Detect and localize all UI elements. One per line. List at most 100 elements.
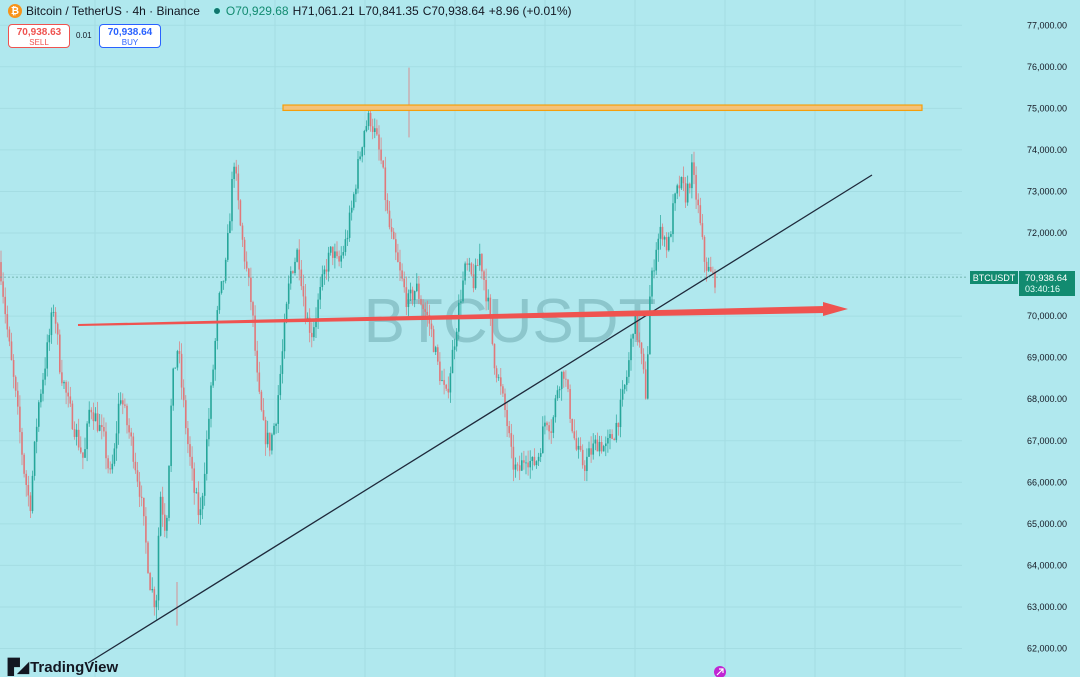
- candle-body: [579, 445, 582, 450]
- candle-body: [418, 283, 420, 299]
- y-tick-label: 65,000.00: [1027, 519, 1067, 529]
- candle-body: [468, 263, 471, 265]
- price-axis[interactable]: 62,000.00 63,000.00 64,000.00 65,000.00 66,0…: [1027, 20, 1067, 653]
- candle-body: [193, 468, 195, 493]
- symbol-title[interactable]: Bitcoin / TetherUS · 4h · Binance: [26, 4, 200, 18]
- close-value: C70,938.64: [422, 4, 485, 18]
- candle-body: [409, 289, 412, 294]
- candle-body: [632, 333, 634, 339]
- candle-body: [554, 398, 557, 418]
- candle-body: [544, 422, 546, 427]
- candle-body: [365, 126, 368, 131]
- candle-body: [84, 449, 86, 458]
- y-tick-label: 75,000.00: [1027, 103, 1067, 113]
- candle-body: [476, 265, 479, 267]
- candle-body: [531, 456, 534, 461]
- candle-body: [657, 238, 660, 250]
- candle-body: [430, 323, 433, 330]
- candle-body: [590, 448, 592, 455]
- support-trendline[interactable]: [87, 174, 873, 664]
- candle-body: [600, 442, 603, 452]
- candle-body: [61, 372, 63, 384]
- candle-body: [628, 360, 630, 377]
- candle-body: [220, 281, 223, 293]
- candle-body: [567, 379, 569, 390]
- candle-body: [56, 323, 59, 335]
- candle-body: [413, 291, 416, 301]
- candle-body: [201, 495, 204, 510]
- candle-body: [407, 293, 410, 307]
- candle-body: [25, 473, 27, 485]
- tradingview-wordmark: TradingView: [30, 658, 119, 676]
- candle-body: [122, 400, 124, 405]
- candle-body: [233, 166, 235, 179]
- sell-button[interactable]: 70,938.63 SELL: [8, 24, 70, 48]
- candle-body: [357, 159, 359, 189]
- candle-body: [466, 263, 468, 265]
- candle-body: [386, 200, 389, 211]
- candle-body: [693, 162, 695, 175]
- flag-icon[interactable]: [714, 666, 726, 677]
- candle-body: [321, 274, 324, 287]
- candle-body: [210, 385, 212, 419]
- candle-body: [281, 351, 284, 374]
- candle-body: [67, 392, 69, 397]
- candle-body: [273, 425, 275, 435]
- candle-body: [168, 466, 170, 518]
- price-tag-value-box: [1019, 271, 1075, 296]
- candle-body: [245, 261, 248, 269]
- candle-body: [271, 434, 273, 451]
- candle-body: [44, 368, 46, 380]
- tradingview-logo[interactable]: ▛◢ TradingView: [8, 658, 119, 677]
- candle-body: [243, 239, 246, 262]
- candle-body: [615, 422, 618, 441]
- candle-body: [206, 439, 208, 474]
- candle-body: [443, 380, 445, 385]
- candle-body: [575, 438, 578, 450]
- horizontal-arrow[interactable]: [78, 302, 848, 326]
- candle-body: [518, 465, 521, 471]
- candle-body: [218, 292, 221, 311]
- candle-body: [336, 251, 338, 257]
- candle-body: [609, 434, 611, 438]
- buy-button[interactable]: 70,938.64 BUY: [99, 24, 161, 48]
- candle-body: [227, 233, 229, 260]
- candle-body: [598, 442, 601, 452]
- candle-body: [710, 266, 712, 272]
- candle-body: [157, 535, 160, 601]
- candle-body: [304, 296, 307, 322]
- market-status-icon[interactable]: [211, 6, 222, 16]
- candle-body: [695, 174, 697, 200]
- candle-body: [75, 429, 78, 437]
- candle-body: [371, 126, 374, 132]
- candle-body: [109, 468, 111, 470]
- candle-body: [290, 271, 292, 284]
- spread-value: 0.01: [76, 31, 92, 40]
- candle-body: [48, 335, 51, 343]
- candle-body: [447, 388, 450, 393]
- candle-body: [474, 265, 477, 289]
- candle-body: [187, 428, 189, 445]
- candle-body: [277, 395, 279, 424]
- resistance-zone[interactable]: [282, 104, 923, 112]
- candle-body: [611, 434, 613, 439]
- candle-body: [231, 178, 233, 222]
- candle-body: [224, 259, 227, 281]
- candle-body: [302, 286, 305, 297]
- candle-body: [71, 403, 74, 430]
- candle-body: [269, 432, 271, 451]
- candle-body: [684, 183, 687, 203]
- candle-body: [182, 387, 185, 401]
- candle-body: [512, 446, 515, 470]
- open-value: O70,929.68: [225, 4, 289, 18]
- candle-body: [17, 390, 19, 407]
- candle-body: [552, 417, 555, 433]
- candle-body: [134, 461, 137, 471]
- candle-body: [59, 334, 61, 373]
- candle-body: [588, 448, 590, 457]
- candle-body: [613, 438, 615, 441]
- candle-body: [689, 183, 691, 189]
- candle-body: [584, 465, 586, 472]
